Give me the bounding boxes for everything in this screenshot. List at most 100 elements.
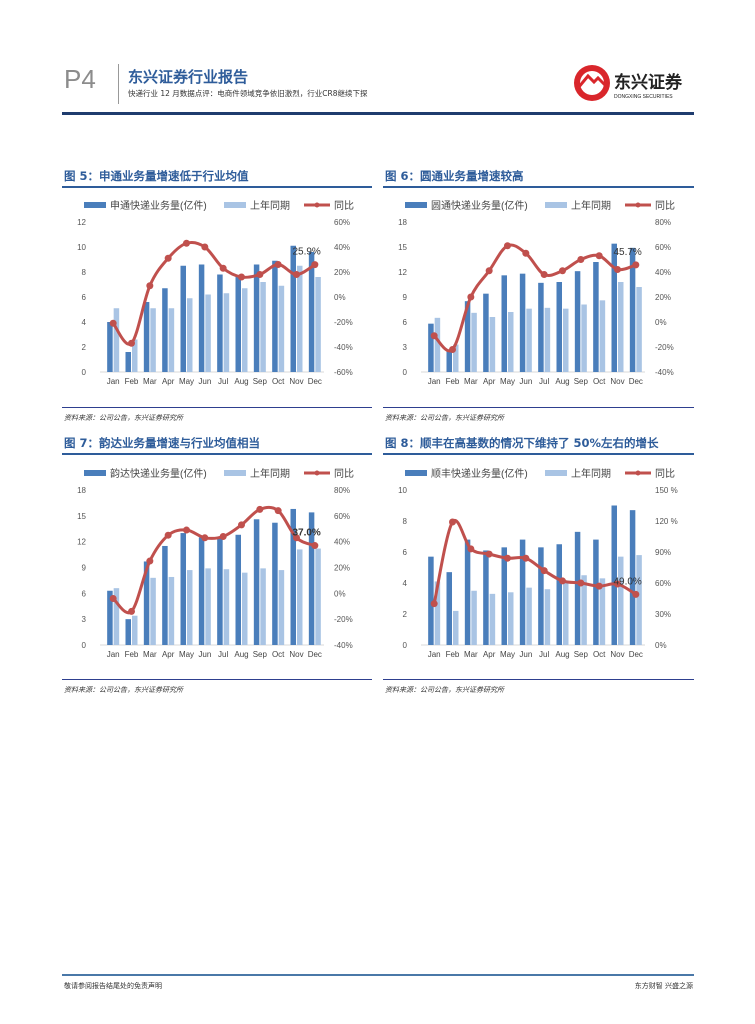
y-left-tick: 0 <box>82 641 87 650</box>
legend-marker <box>635 470 641 476</box>
x-tick: Jun <box>519 650 532 659</box>
bar-current <box>629 247 636 372</box>
y-right-tick: 20% <box>655 293 671 302</box>
bar-prev-year <box>581 304 587 372</box>
yoy-point <box>595 252 603 260</box>
legend-swatch-prev <box>545 470 567 476</box>
y-left-tick: 0 <box>403 641 408 650</box>
company-logo: 东兴证券 DONGXING SECURITIES <box>574 65 683 101</box>
y-right-tick: 40% <box>334 538 350 547</box>
legend-label: 顺丰快递业务量(亿件) <box>431 467 528 480</box>
y-right-tick: 120 % <box>655 517 678 526</box>
x-tick: Dec <box>308 650 322 659</box>
y-right-tick: 60% <box>334 512 350 521</box>
y-right-tick: 20% <box>334 268 350 277</box>
y-left-tick: 4 <box>403 579 408 588</box>
yoy-point <box>183 526 190 534</box>
bar-current <box>125 619 131 645</box>
bar-current <box>519 539 526 645</box>
y-right-tick: -40% <box>334 343 353 352</box>
bar-current <box>198 264 205 372</box>
bar-prev-year <box>260 282 266 372</box>
y-right-tick: 90% <box>655 548 671 557</box>
yoy-point <box>201 534 209 542</box>
bar-prev-year <box>223 569 230 645</box>
bar-current <box>428 556 434 645</box>
yoy-point <box>449 518 456 526</box>
bar-current <box>272 260 278 372</box>
yoy-point <box>504 554 511 562</box>
x-tick: Aug <box>234 377 248 386</box>
x-tick: Nov <box>289 377 303 386</box>
y-right-tick: 0% <box>655 318 667 327</box>
bar-prev-year <box>187 298 193 372</box>
bar-prev-year <box>618 556 624 645</box>
bar-current <box>483 293 489 372</box>
bar-prev-year <box>205 294 211 372</box>
y-left-tick: 6 <box>82 589 87 598</box>
x-tick: Apr <box>162 650 175 659</box>
x-tick: May <box>500 377 515 386</box>
bar-prev-year <box>489 317 496 372</box>
y-left-tick: 3 <box>403 343 408 352</box>
x-tick: Jun <box>519 377 532 386</box>
chart-title-5: 图 5：申通业务量增速低于行业均值 <box>64 169 249 183</box>
yoy-point <box>219 533 227 540</box>
bar-current <box>629 510 636 645</box>
legend-label: 同比 <box>655 468 675 480</box>
source-rule <box>383 679 694 680</box>
yoy-point <box>467 545 475 553</box>
chart-yunda: 韵达快递业务量(亿件) 上年同期 同比 0 3 6 9 12 15 18 -40% -20% 0% 20%… <box>77 467 354 659</box>
yoy-point <box>522 249 530 257</box>
bar-current <box>125 352 131 372</box>
y-left-tick: 8 <box>403 517 408 526</box>
source-note: 资料来源：公司公告，东兴证券研究所 <box>385 414 504 422</box>
bar-current <box>235 277 241 372</box>
bar-current <box>143 561 150 645</box>
chart-shentong: 申通快递业务量(亿件) 上年同期 同比 0 2 4 6 8 10 12 -60% -40% -20% 0%… <box>77 199 354 386</box>
bar-prev-year <box>315 548 321 645</box>
y-left-tick: 8 <box>82 268 87 277</box>
bar-prev-year <box>150 308 156 372</box>
bar-current <box>519 273 526 372</box>
bar-current <box>501 275 507 372</box>
legend-swatch-current <box>405 470 427 476</box>
x-tick: Jul <box>539 377 549 386</box>
x-tick: Feb <box>125 377 139 386</box>
legend-swatch-prev <box>224 470 246 476</box>
bar-prev-year <box>508 312 514 372</box>
yoy-point <box>128 339 135 347</box>
legend-label: 上年同期 <box>250 467 290 480</box>
x-tick: Nov <box>289 650 303 659</box>
bar-prev-year <box>168 576 175 645</box>
title-rule <box>383 186 694 188</box>
bar-prev-year <box>618 282 624 372</box>
y-left-tick: 6 <box>403 318 408 327</box>
y-left-tick: 6 <box>403 548 408 557</box>
bar-current <box>290 508 296 645</box>
legend-swatch-current <box>84 470 106 476</box>
legend-swatch-current <box>405 202 427 208</box>
bar-current <box>308 252 315 372</box>
yoy-point <box>632 261 640 269</box>
bar-current <box>180 265 186 372</box>
legend-label: 韵达快递业务量(亿件) <box>110 467 207 480</box>
source-note: 资料来源：公司公告，东兴证券研究所 <box>385 686 504 694</box>
bar-current <box>538 282 544 372</box>
y-left-tick: 12 <box>77 218 86 227</box>
bar-current <box>446 572 452 645</box>
bar-prev-year <box>471 312 477 372</box>
x-tick: Aug <box>234 650 248 659</box>
y-left-tick: 2 <box>403 610 408 619</box>
yoy-point <box>430 332 438 340</box>
y-left-tick: 4 <box>82 318 87 327</box>
bar-prev-year <box>563 308 569 372</box>
legend-label: 上年同期 <box>250 199 290 212</box>
yoy-point <box>311 542 319 550</box>
yoy-point <box>109 595 117 602</box>
yoy-point <box>614 266 621 273</box>
bar-current <box>574 531 581 645</box>
yoy-point <box>559 577 566 585</box>
chart-title-7: 图 7：韵达业务量增速与行业均值相当 <box>64 436 261 450</box>
bar-current <box>446 350 452 372</box>
